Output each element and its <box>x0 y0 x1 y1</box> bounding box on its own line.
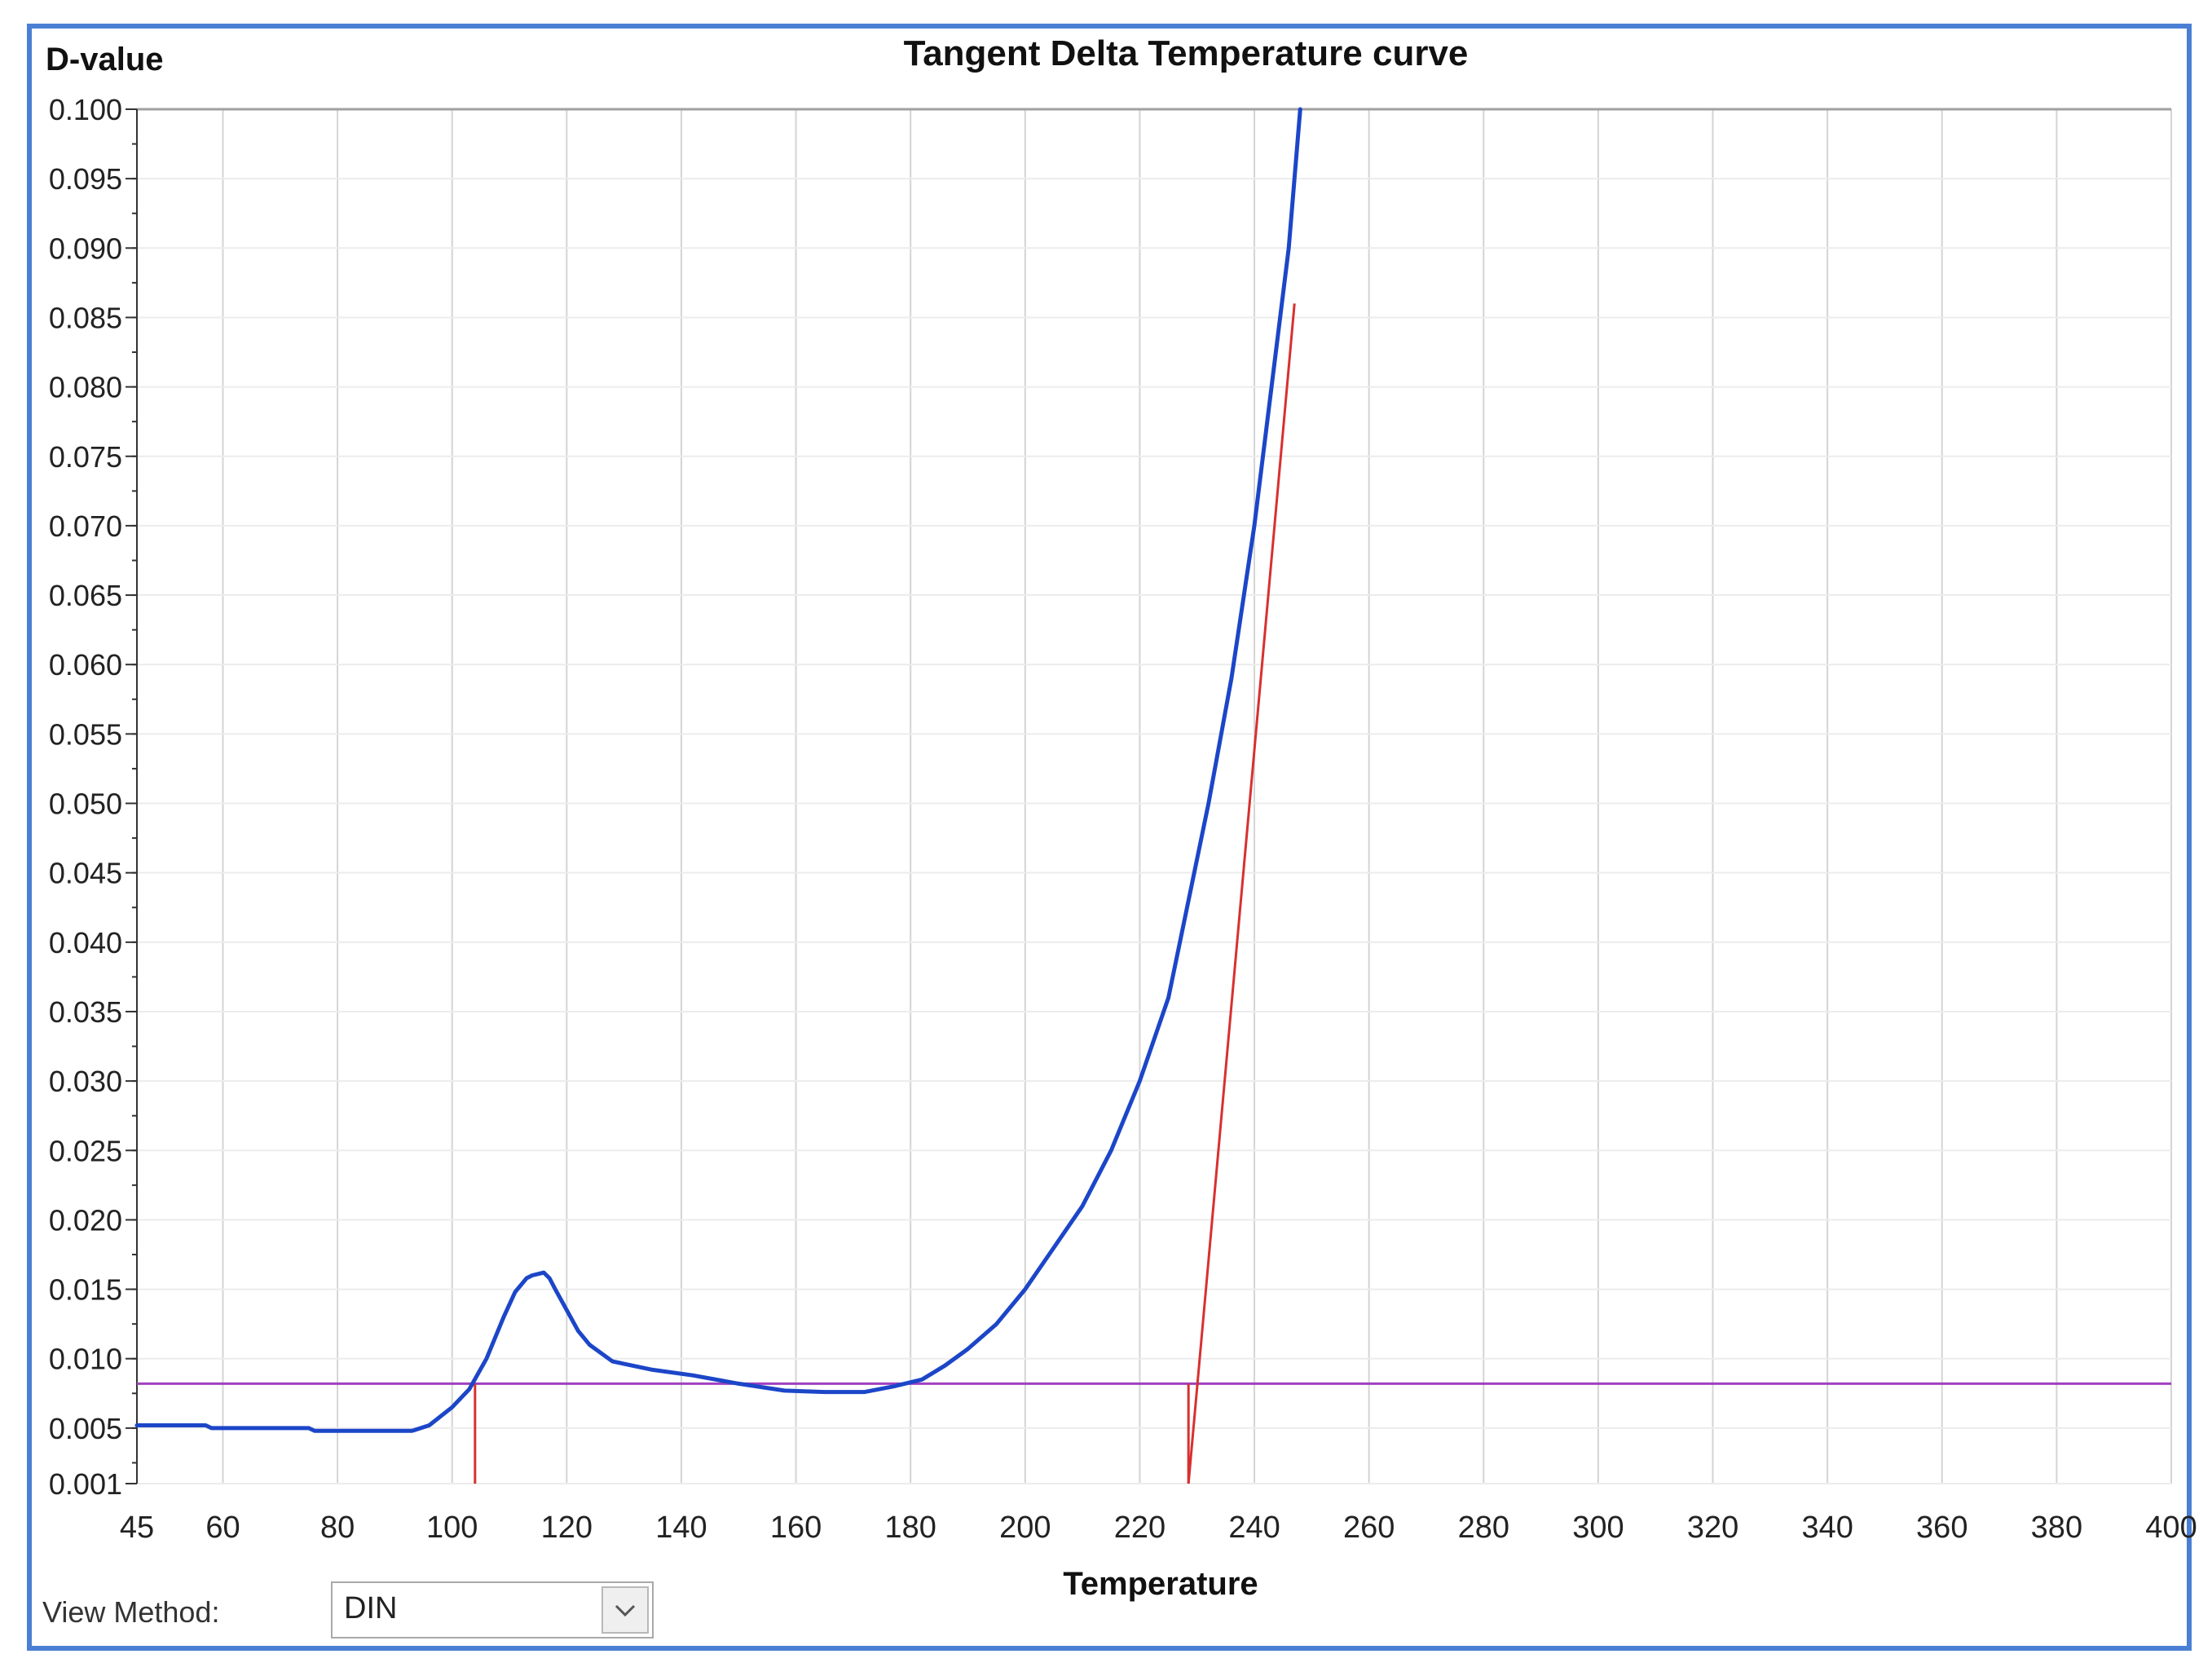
y-tick-label: 0.030 <box>49 1065 122 1098</box>
dropdown-button[interactable] <box>601 1586 649 1634</box>
x-axis-label: Temperature <box>1063 1566 1258 1602</box>
y-tick-label: 0.001 <box>49 1467 122 1501</box>
x-tick-label: 140 <box>655 1511 707 1545</box>
tangent-line <box>1187 303 1296 1484</box>
x-tick-label: 180 <box>884 1511 936 1545</box>
chevron-down-icon <box>615 1604 636 1617</box>
x-tick-label: 60 <box>205 1511 240 1545</box>
chart-title: Tangent Delta Temperature curve <box>904 33 1469 73</box>
y-tick-label: 0.095 <box>49 162 122 196</box>
y-tick-label: 0.065 <box>49 579 122 612</box>
y-tick-label: 0.100 <box>49 93 122 126</box>
x-tick-label: 120 <box>541 1511 593 1545</box>
x-tick-label: 300 <box>1572 1511 1624 1545</box>
y-tick-label: 0.005 <box>49 1412 122 1445</box>
x-tick-label: 360 <box>1916 1511 1967 1545</box>
x-tick-label: 260 <box>1343 1511 1395 1545</box>
view-method-label: View Method: <box>42 1595 219 1629</box>
x-tick-label: 220 <box>1114 1511 1165 1545</box>
y-tick-label: 0.050 <box>49 787 122 821</box>
y-tick-label: 0.070 <box>49 509 122 543</box>
x-tick-label: 280 <box>1458 1511 1509 1545</box>
x-tick-label: 400 <box>2145 1511 2197 1545</box>
y-axis-label: D-value <box>46 42 164 77</box>
x-tick-label: 100 <box>426 1511 478 1545</box>
x-tick-label: 160 <box>770 1511 822 1545</box>
window-border <box>27 24 2192 1651</box>
y-tick-label: 0.090 <box>49 232 122 265</box>
x-tick-label: 380 <box>2031 1511 2082 1545</box>
y-tick-label: 0.055 <box>49 717 122 751</box>
view-method-select[interactable]: DIN <box>331 1581 654 1639</box>
y-tick-label: 0.015 <box>49 1273 122 1307</box>
x-tick-label: 340 <box>1801 1511 1853 1545</box>
y-tick-label: 0.025 <box>49 1134 122 1167</box>
y-tick-label: 0.045 <box>49 857 122 890</box>
x-tick-label: 45 <box>120 1511 154 1545</box>
y-tick-label: 0.020 <box>49 1203 122 1237</box>
y-tick-label: 0.075 <box>49 440 122 474</box>
y-tick-label: 0.010 <box>49 1343 122 1376</box>
x-tick-label: 200 <box>999 1511 1051 1545</box>
y-tick-label: 0.040 <box>49 926 122 959</box>
y-tick-label: 0.060 <box>49 648 122 681</box>
y-tick-label: 0.080 <box>49 371 122 404</box>
y-axis-ticks: 0.001 0.005 0.010 0.015 0.020 0.025 0.030 0.035… <box>49 93 137 1501</box>
chart-marks <box>134 107 2171 1484</box>
x-tick-label: 320 <box>1687 1511 1738 1545</box>
x-tick-label: 240 <box>1228 1511 1280 1545</box>
y-tick-label: 0.035 <box>49 995 122 1029</box>
view-method-value: DIN <box>344 1591 398 1625</box>
y-tick-label: 0.085 <box>49 301 122 334</box>
series-line <box>134 107 1302 1433</box>
x-axis-ticks: 45 60 80 100 120 140 160 180 200 220 240 260 280 300 3… <box>120 1511 2197 1545</box>
x-tick-label: 80 <box>320 1511 355 1545</box>
